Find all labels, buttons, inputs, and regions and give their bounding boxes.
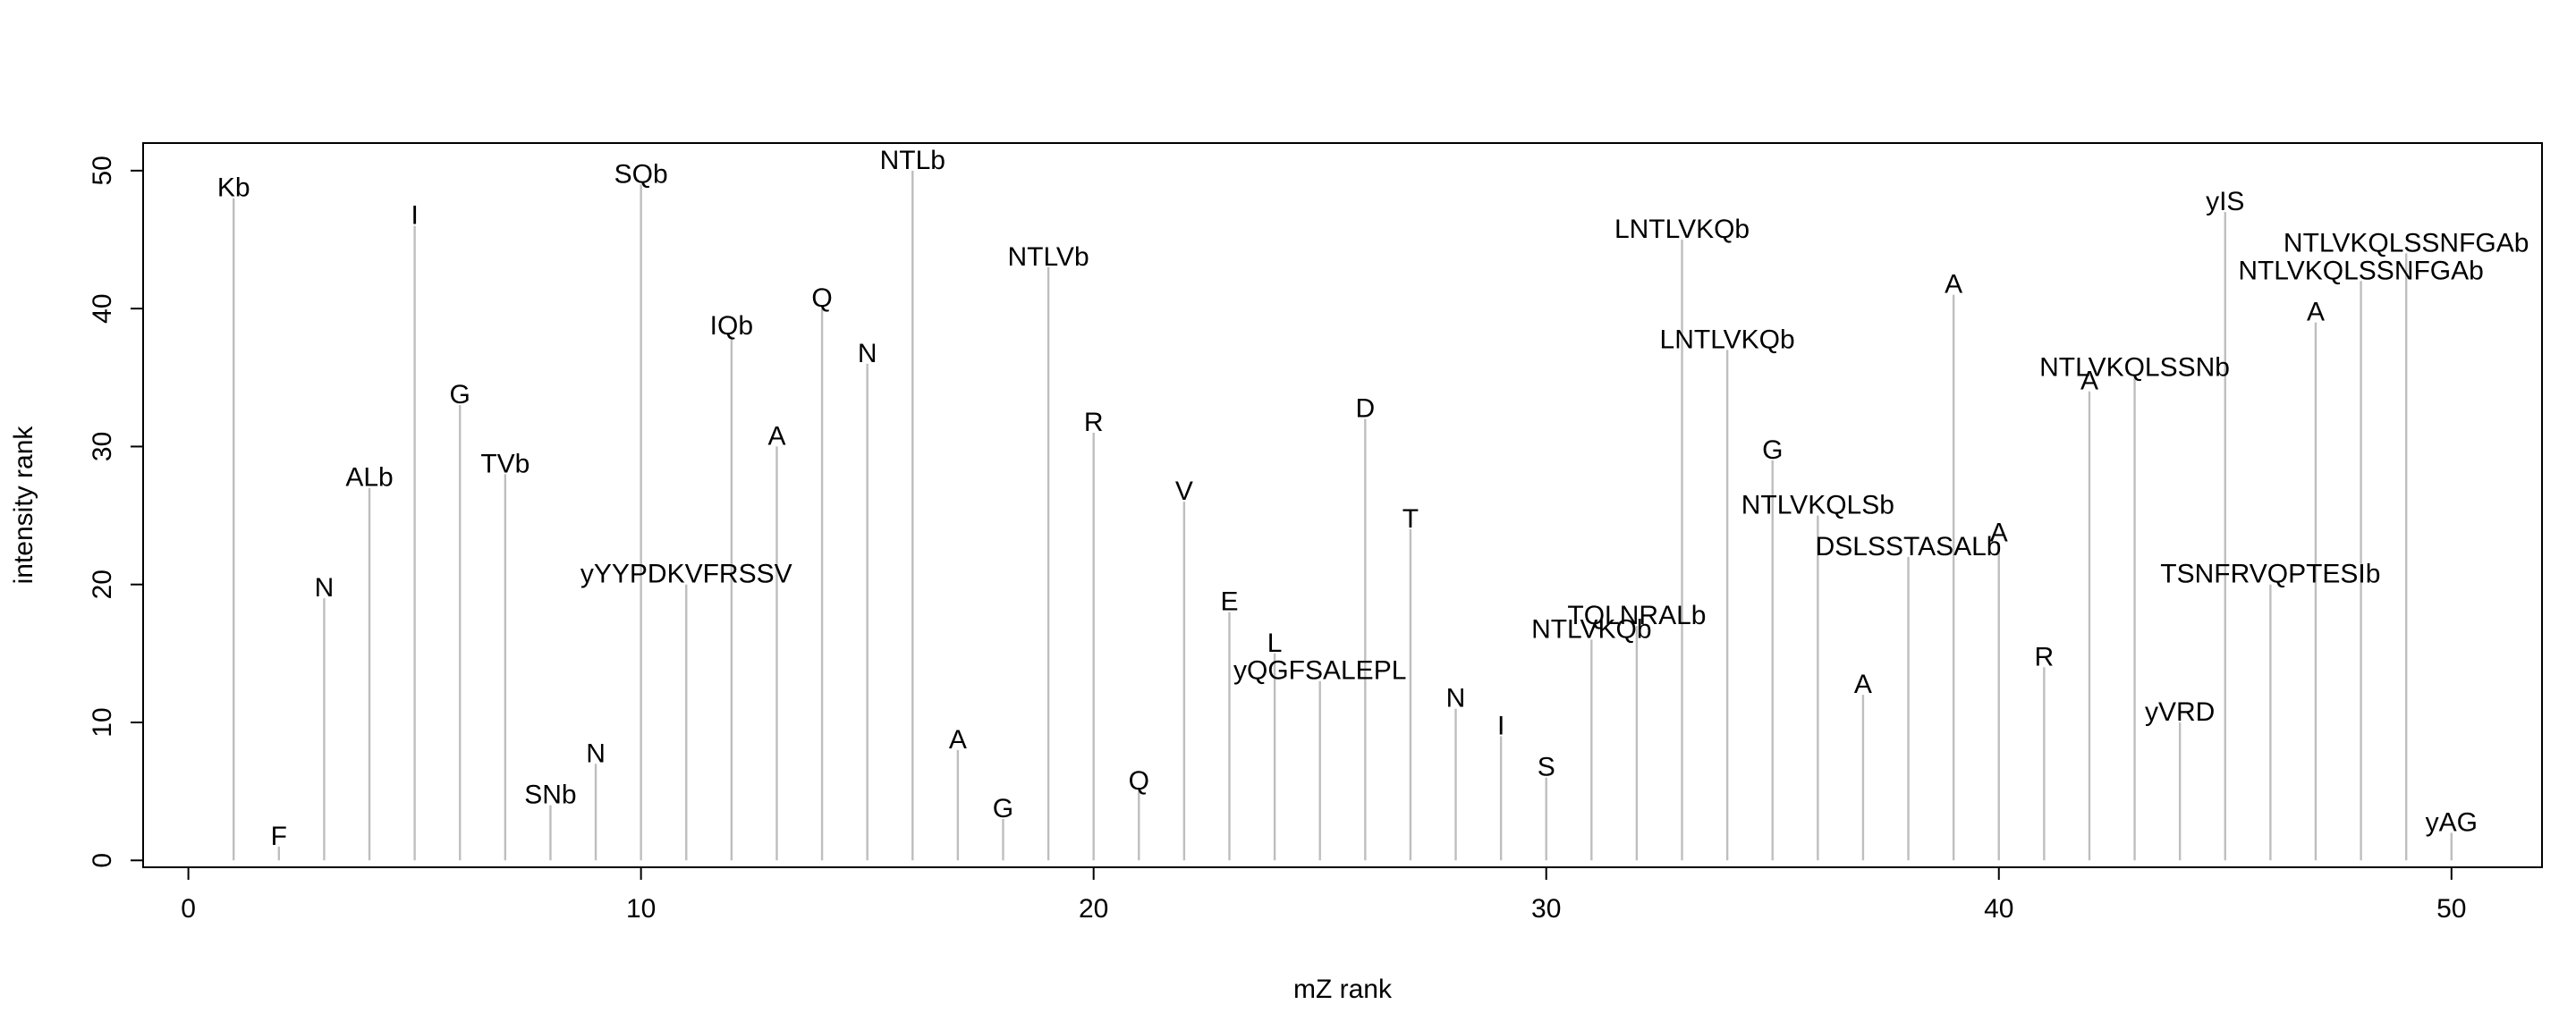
peak-label-46: TSNFRVQPTESIb: [2160, 560, 2380, 589]
y-tick-label-0: 0: [88, 853, 117, 868]
peak-label-42: A: [2080, 367, 2098, 396]
peak-label-23: E: [1220, 587, 1238, 617]
x-axis: 0 10 20 30 40 50: [181, 866, 2466, 924]
peak-label-11: yYYPDKVFRSSV: [580, 560, 792, 589]
peak-label-12: IQb: [710, 311, 753, 341]
x-tick-label-50: 50: [2436, 894, 2466, 924]
peak-label-26: D: [1355, 394, 1375, 424]
peak-label-49: NTLVKQLSSNFGAb: [2284, 228, 2529, 258]
peak-label-1: Kb: [217, 173, 250, 203]
peak-label-48: NTLVKQLSSNFGAb: [2238, 256, 2484, 285]
peak-label-16: NTLb: [880, 146, 945, 175]
peak-label-2: F: [271, 822, 287, 851]
peak-label-25: yQGFSALEPL: [1233, 656, 1406, 686]
peak-label-27: T: [1402, 504, 1419, 534]
y-tick-label-30: 30: [88, 432, 117, 461]
peak-label-44: yVRD: [2145, 697, 2215, 727]
x-tick-label-10: 10: [626, 894, 656, 924]
peak-label-35: G: [1762, 435, 1783, 465]
peak-label-24: L: [1267, 629, 1283, 658]
peak-label-28: N: [1446, 684, 1466, 713]
peak-label-18: G: [993, 794, 1013, 823]
peak-label-21: Q: [1129, 766, 1149, 796]
peak-label-39: A: [1945, 270, 1962, 300]
peak-label-36: NTLVKQLSb: [1741, 491, 1894, 520]
peak-label-10: SQb: [614, 159, 668, 189]
y-axis-title: intensity rank: [9, 426, 38, 585]
peak-labels-layer: KbFNALbIGTVbSNbNSQbyYYPDKVFRSSVIQbAQNNTL…: [217, 146, 2529, 851]
peak-label-38: DSLSSTASALb: [1816, 532, 2002, 561]
stems-layer: [233, 170, 2453, 861]
y-tick-label-50: 50: [88, 156, 117, 185]
peak-label-47: A: [2307, 298, 2325, 327]
peak-label-32: TQLNRALb: [1567, 601, 1706, 630]
peak-label-7: TVb: [480, 449, 530, 478]
y-tick-label-20: 20: [88, 570, 117, 599]
peak-label-31: NTLVKQb: [1531, 614, 1652, 644]
x-axis-title: mZ rank: [1293, 975, 1393, 1004]
y-axis: 0 10 20 30 40 50: [88, 156, 144, 868]
peak-label-43: NTLVKQLSSNb: [2039, 352, 2230, 382]
x-tick-label-30: 30: [1531, 894, 1561, 924]
peak-label-8: SNb: [524, 781, 576, 810]
peak-label-41: R: [2035, 642, 2055, 671]
x-tick-label-0: 0: [181, 894, 196, 924]
y-tick-label-40: 40: [88, 293, 117, 323]
peak-label-5: I: [411, 201, 418, 231]
peak-label-20: R: [1084, 408, 1104, 437]
plot-frame: [142, 142, 2543, 868]
peak-label-4: ALb: [345, 463, 393, 493]
peak-label-13: A: [767, 421, 785, 451]
peak-label-9: N: [586, 739, 606, 768]
peak-label-3: N: [315, 573, 335, 603]
peak-label-22: V: [1175, 477, 1193, 506]
peak-label-6: G: [450, 380, 470, 409]
peak-label-14: Q: [811, 283, 832, 313]
peak-label-40: A: [1990, 518, 2008, 547]
peak-label-15: N: [858, 339, 877, 368]
peak-label-50: yAG: [2426, 807, 2478, 837]
peak-label-37: A: [1854, 670, 1872, 699]
peak-label-45: yIS: [2206, 187, 2244, 216]
x-tick-label-20: 20: [1079, 894, 1108, 924]
peak-label-30: S: [1538, 753, 1555, 782]
peak-label-34: LNTLVKQb: [1660, 325, 1795, 354]
x-tick-label-40: 40: [1984, 894, 2013, 924]
peak-label-19: NTLVb: [1007, 242, 1089, 272]
y-tick-label-10: 10: [88, 707, 117, 737]
peak-label-17: A: [949, 725, 967, 755]
peak-label-33: LNTLVKQb: [1614, 215, 1750, 244]
peak-label-29: I: [1497, 711, 1504, 740]
